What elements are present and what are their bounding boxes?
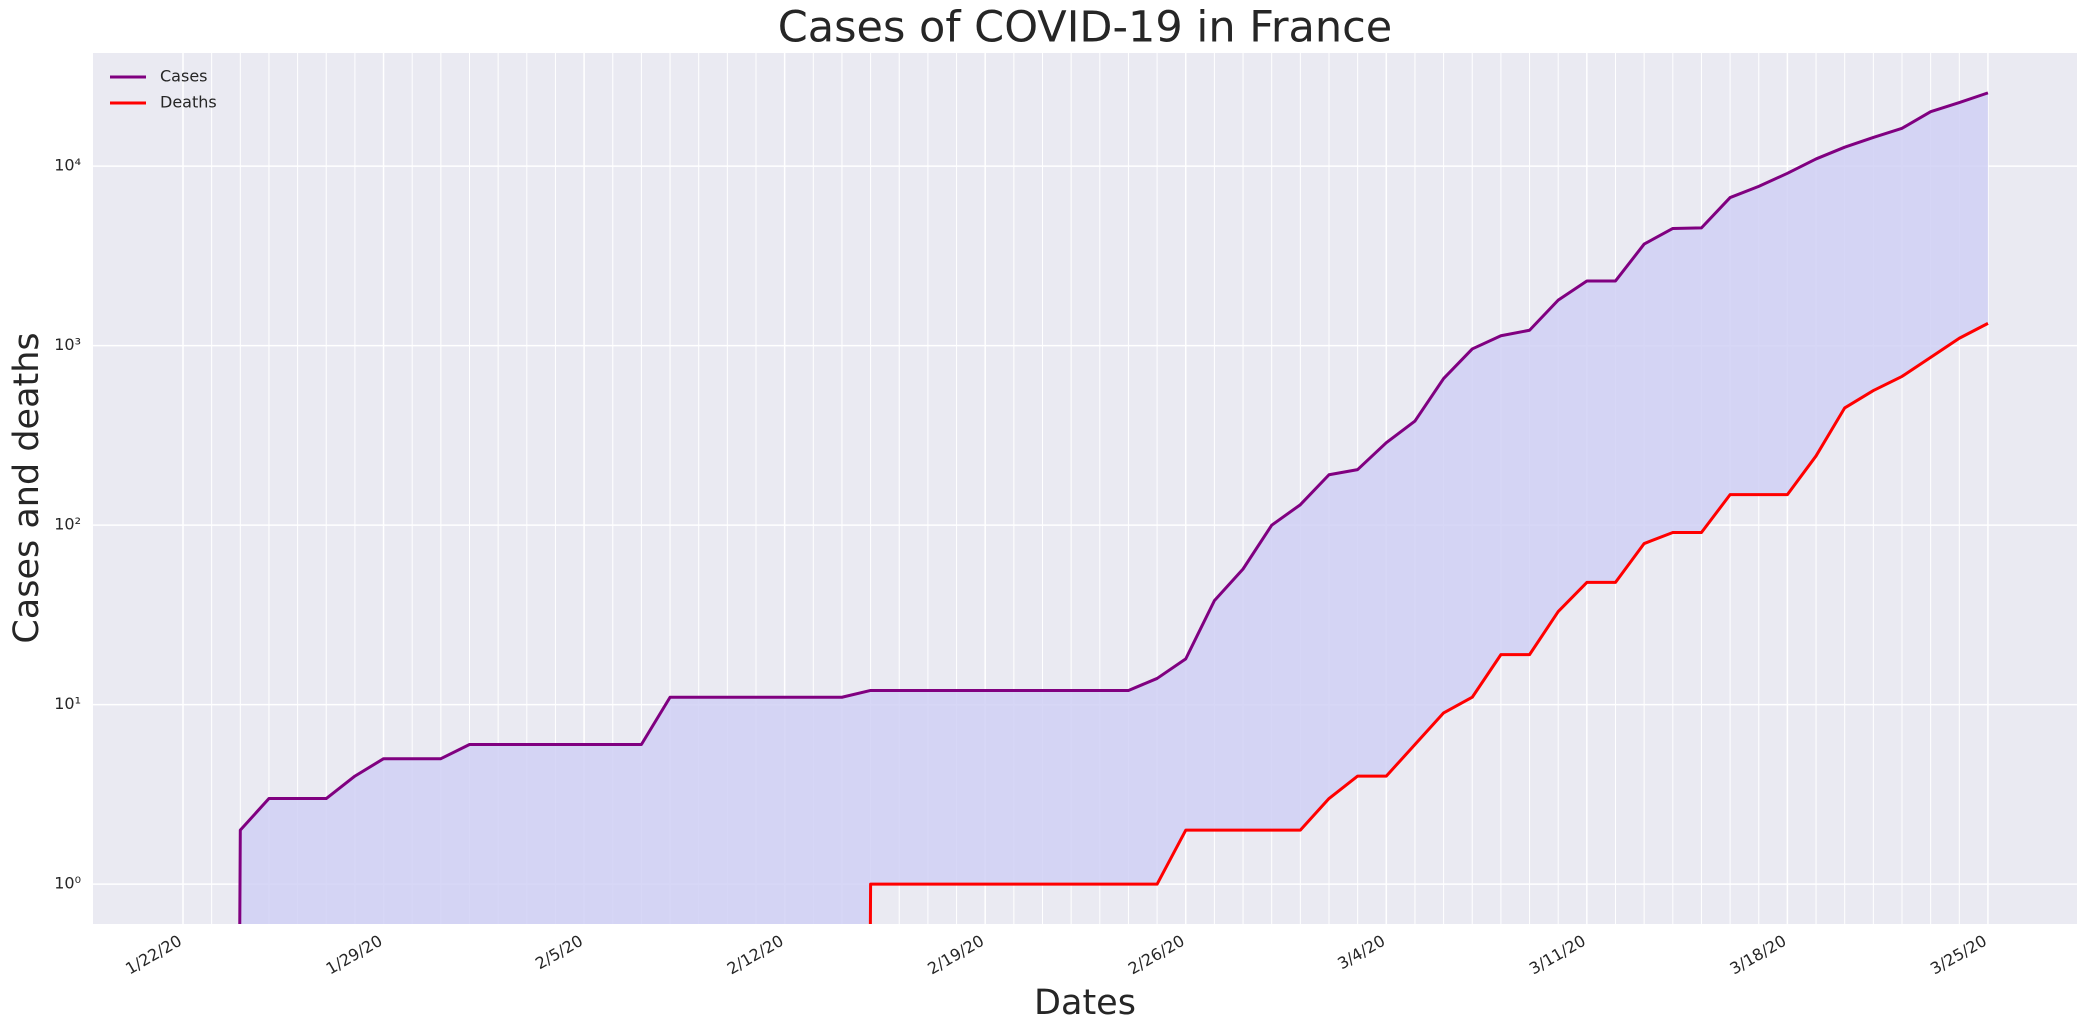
plot-area	[238, 91, 1989, 924]
y-tick-label: 10¹	[54, 694, 81, 713]
x-tick-label: 3/11/20	[1526, 931, 1589, 978]
y-axis-label: Cases and deaths	[7, 332, 47, 643]
x-tick-label: 3/25/20	[1927, 931, 1990, 978]
series-line	[868, 322, 1989, 924]
x-tick-label: 1/22/20	[122, 931, 185, 978]
x-tick-label: 3/4/20	[1334, 931, 1388, 973]
legend-label: Deaths	[160, 93, 217, 112]
x-tick-label: 2/12/20	[724, 931, 787, 978]
legend-label: Cases	[160, 67, 208, 86]
fill-between	[239, 92, 1988, 924]
x-tick-label: 2/5/20	[532, 931, 586, 973]
y-tick-label: 10⁰	[54, 874, 81, 893]
x-tick-label: 3/18/20	[1726, 931, 1789, 978]
y-tick-label: 10³	[54, 335, 81, 354]
y-tick-label: 10⁴	[54, 156, 81, 175]
x-axis-label: Dates	[1034, 983, 1136, 1023]
y-tick-label: 10²	[54, 515, 81, 534]
x-tick-label: 2/26/20	[1125, 931, 1188, 978]
series-line	[238, 91, 1989, 924]
chart-title: Cases of COVID-19 in France	[778, 3, 1393, 53]
x-tick-label: 1/29/20	[323, 931, 386, 978]
x-tick-label: 2/19/20	[924, 931, 987, 978]
